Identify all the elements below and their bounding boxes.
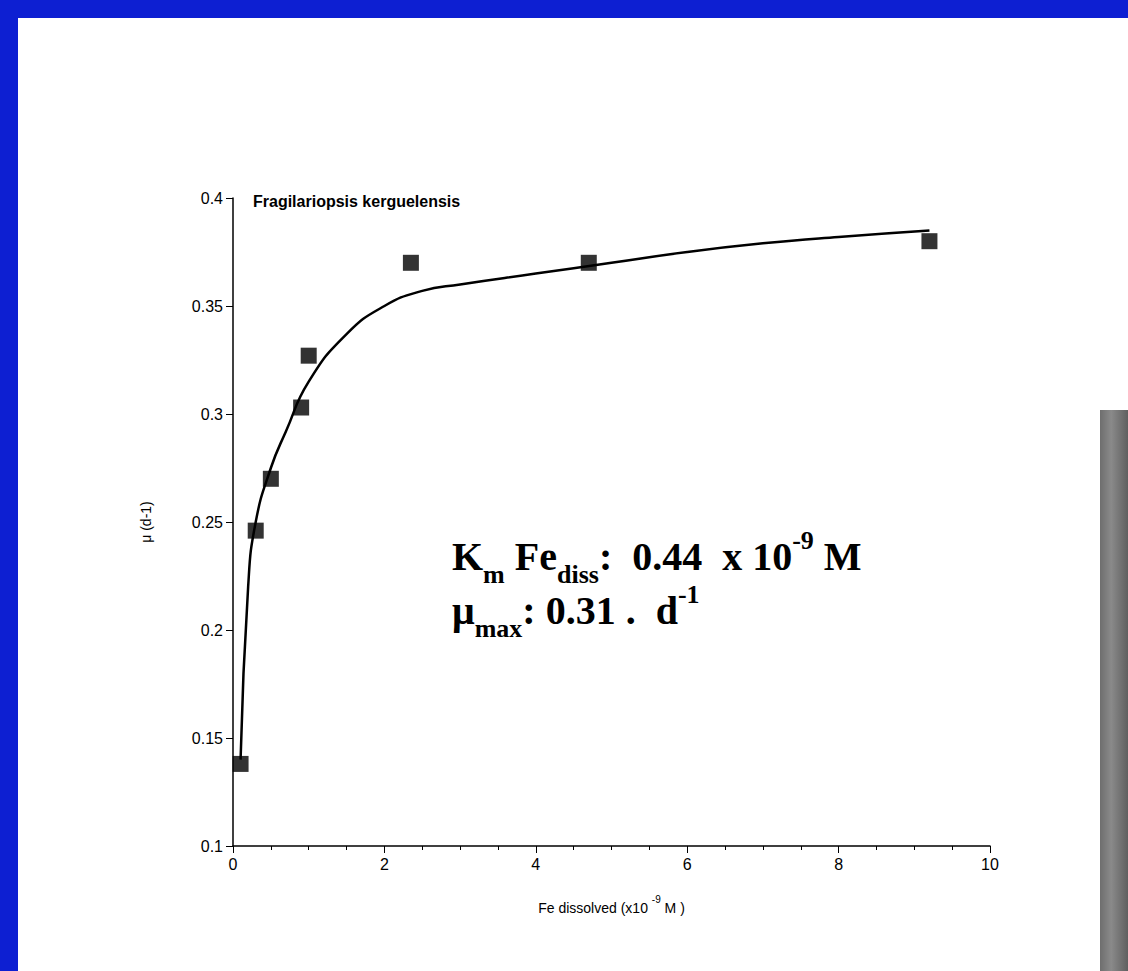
svg-text:0.25: 0.25 [192,514,223,531]
svg-text:μ (d-1): μ (d-1) [138,501,154,543]
svg-text:M ): M ) [661,900,685,916]
svg-text:-9: -9 [651,893,661,905]
svg-text:-9: -9 [792,526,814,555]
svg-text:-1: -1 [678,580,700,609]
svg-text:diss: diss [557,560,599,589]
svg-text:K: K [452,534,483,579]
svg-text:0.2: 0.2 [201,622,223,639]
svg-text:0.3: 0.3 [201,406,223,423]
svg-text:6: 6 [683,856,692,873]
svg-text:μ: μ [452,588,475,633]
svg-text:: 0.44 x 10: : 0.44 x 10 [599,534,792,579]
svg-text:M: M [814,534,862,579]
svg-text:2: 2 [380,856,389,873]
svg-text:0.1: 0.1 [201,838,223,855]
svg-text:max: max [475,614,523,643]
svg-text:10: 10 [981,856,999,873]
svg-text:0.15: 0.15 [192,730,223,747]
svg-text:Fe: Fe [505,534,557,579]
svg-text:8: 8 [834,856,843,873]
svg-text:0: 0 [229,856,238,873]
svg-text:0.35: 0.35 [192,298,223,315]
svg-text:Fe dissolved (x10: Fe dissolved (x10 [538,900,652,916]
svg-text:: 0.31 . d: : 0.31 . d [522,588,678,633]
svg-text:4: 4 [531,856,540,873]
svg-text:m: m [483,560,505,589]
svg-text:0.4: 0.4 [201,190,223,207]
svg-text:Fragilariopsis kerguelensis: Fragilariopsis kerguelensis [253,193,460,210]
